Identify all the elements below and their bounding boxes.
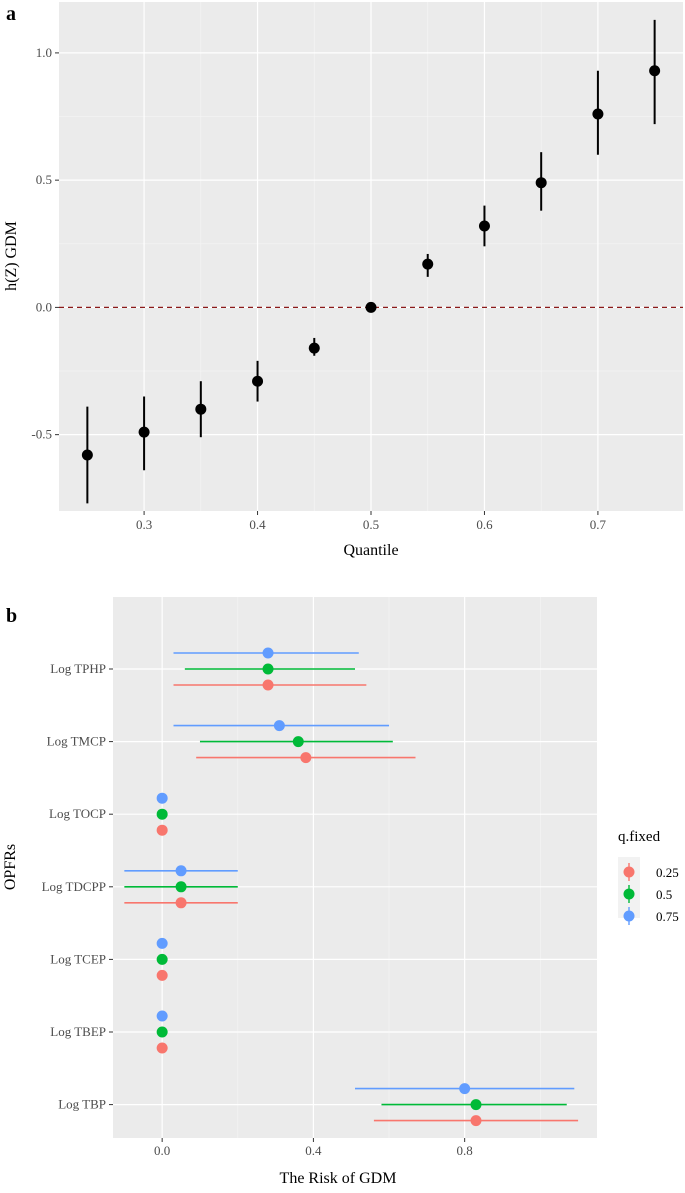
panel-a-x-tick-label: 0.6	[476, 517, 493, 532]
panel-b-point	[470, 1115, 482, 1127]
panel-b-category-label: Log TBP	[58, 1097, 106, 1112]
panel-a-x-tick-label: 0.4	[249, 517, 266, 532]
panel-b-x-axis-title: The Risk of GDM	[280, 1170, 397, 1187]
panel-b-point	[175, 881, 187, 893]
panel-a-point	[252, 375, 264, 387]
panel-b-legend: q.fixed 0.25 0.5 0.75	[618, 829, 679, 925]
panel-b-marks	[124, 647, 579, 1127]
panel-a-point	[138, 426, 150, 438]
panel-b-point	[156, 1026, 168, 1038]
panel-b-point	[156, 792, 168, 804]
panel-b-point	[262, 663, 274, 675]
panel-b-point	[156, 937, 168, 949]
panel-a-point	[365, 301, 377, 313]
panel-b-category-label: Log TMCP	[47, 734, 106, 749]
panel-a-y-tick-label: 1.0	[36, 45, 52, 60]
panel-b-category-label: Log TBEP	[50, 1024, 106, 1039]
panel-a-point	[592, 108, 604, 120]
panel-b-point	[156, 824, 168, 836]
panel-b-point	[156, 969, 168, 981]
panel-b-y-axis-title: OPFRs	[2, 844, 19, 890]
panel-b-x-tick-label: 0.4	[305, 1143, 322, 1158]
panel-b-point	[175, 865, 187, 877]
legend-key-point	[623, 866, 635, 878]
panel-a-y-tick-label: 0.0	[36, 299, 52, 314]
panel-a-point	[308, 342, 320, 354]
panel-a-point	[649, 65, 661, 77]
legend-label: 0.5	[656, 887, 672, 902]
panel-a-point	[195, 403, 207, 415]
panel-a-point	[478, 220, 490, 232]
legend-key-point	[623, 888, 635, 900]
panel-b-point	[156, 953, 168, 965]
panel-a-x-tick-label: 0.5	[363, 517, 379, 532]
panel-b-category-label: Log TOCP	[49, 806, 106, 821]
legend-key-point	[623, 910, 635, 922]
panel-b-chart: 0.0 0.4 0.8 Log TPHP Log TMCP Log TOCP Log TDC…	[2, 597, 679, 1187]
panel-a-x-axis-title: Quantile	[343, 542, 398, 559]
panel-a-chart: 0.3 0.4 0.5 0.6 0.7 -0.5 0.0 0.5 1.0 Quantile h(…	[3, 2, 683, 559]
panel-b-ticks: 0.0 0.4 0.8 Log TPHP Log TMCP Log TOCP Log TDC…	[42, 661, 473, 1158]
panel-b-category-label: Log TCEP	[50, 951, 106, 966]
panel-b-point	[175, 897, 187, 909]
panel-b-x-tick-label: 0.8	[457, 1143, 473, 1158]
panel-b-category-label: Log TDCPP	[42, 879, 106, 894]
panel-a-point	[81, 449, 93, 461]
panel-a-y-tick-label: 0.5	[36, 172, 52, 187]
panel-a-point	[535, 177, 547, 189]
legend-title: q.fixed	[618, 829, 661, 845]
panel-b-point	[156, 1010, 168, 1022]
panel-b-background	[113, 597, 597, 1138]
panel-a-y-axis-title: h(Z) GDM	[3, 221, 20, 291]
panel-a-point	[422, 258, 434, 270]
panel-b-x-tick-label: 0.0	[154, 1143, 170, 1158]
panel-a-ticks: 0.3 0.4 0.5 0.6 0.7 -0.5 0.0 0.5 1.0	[31, 45, 606, 532]
panel-b-point	[300, 752, 312, 764]
panel-b-point	[156, 1042, 168, 1054]
panel-b-point	[292, 736, 304, 748]
legend-label: 0.25	[656, 865, 679, 880]
panel-a-x-tick-label: 0.3	[136, 517, 152, 532]
panel-a-y-tick-label: -0.5	[31, 427, 52, 442]
panel-b-point	[470, 1099, 482, 1111]
panel-b-point	[156, 808, 168, 820]
panel-b-point	[273, 720, 285, 732]
panel-b-point	[459, 1083, 471, 1095]
panel-a-label: a	[6, 3, 16, 25]
panel-b-point	[262, 679, 274, 691]
panel-b-point	[262, 647, 274, 659]
legend-label: 0.75	[656, 909, 679, 924]
panel-a-marks	[81, 19, 661, 504]
panel-a-x-tick-label: 0.7	[590, 517, 607, 532]
panel-b-category-label: Log TPHP	[50, 661, 106, 676]
panel-b-label: b	[6, 605, 17, 627]
